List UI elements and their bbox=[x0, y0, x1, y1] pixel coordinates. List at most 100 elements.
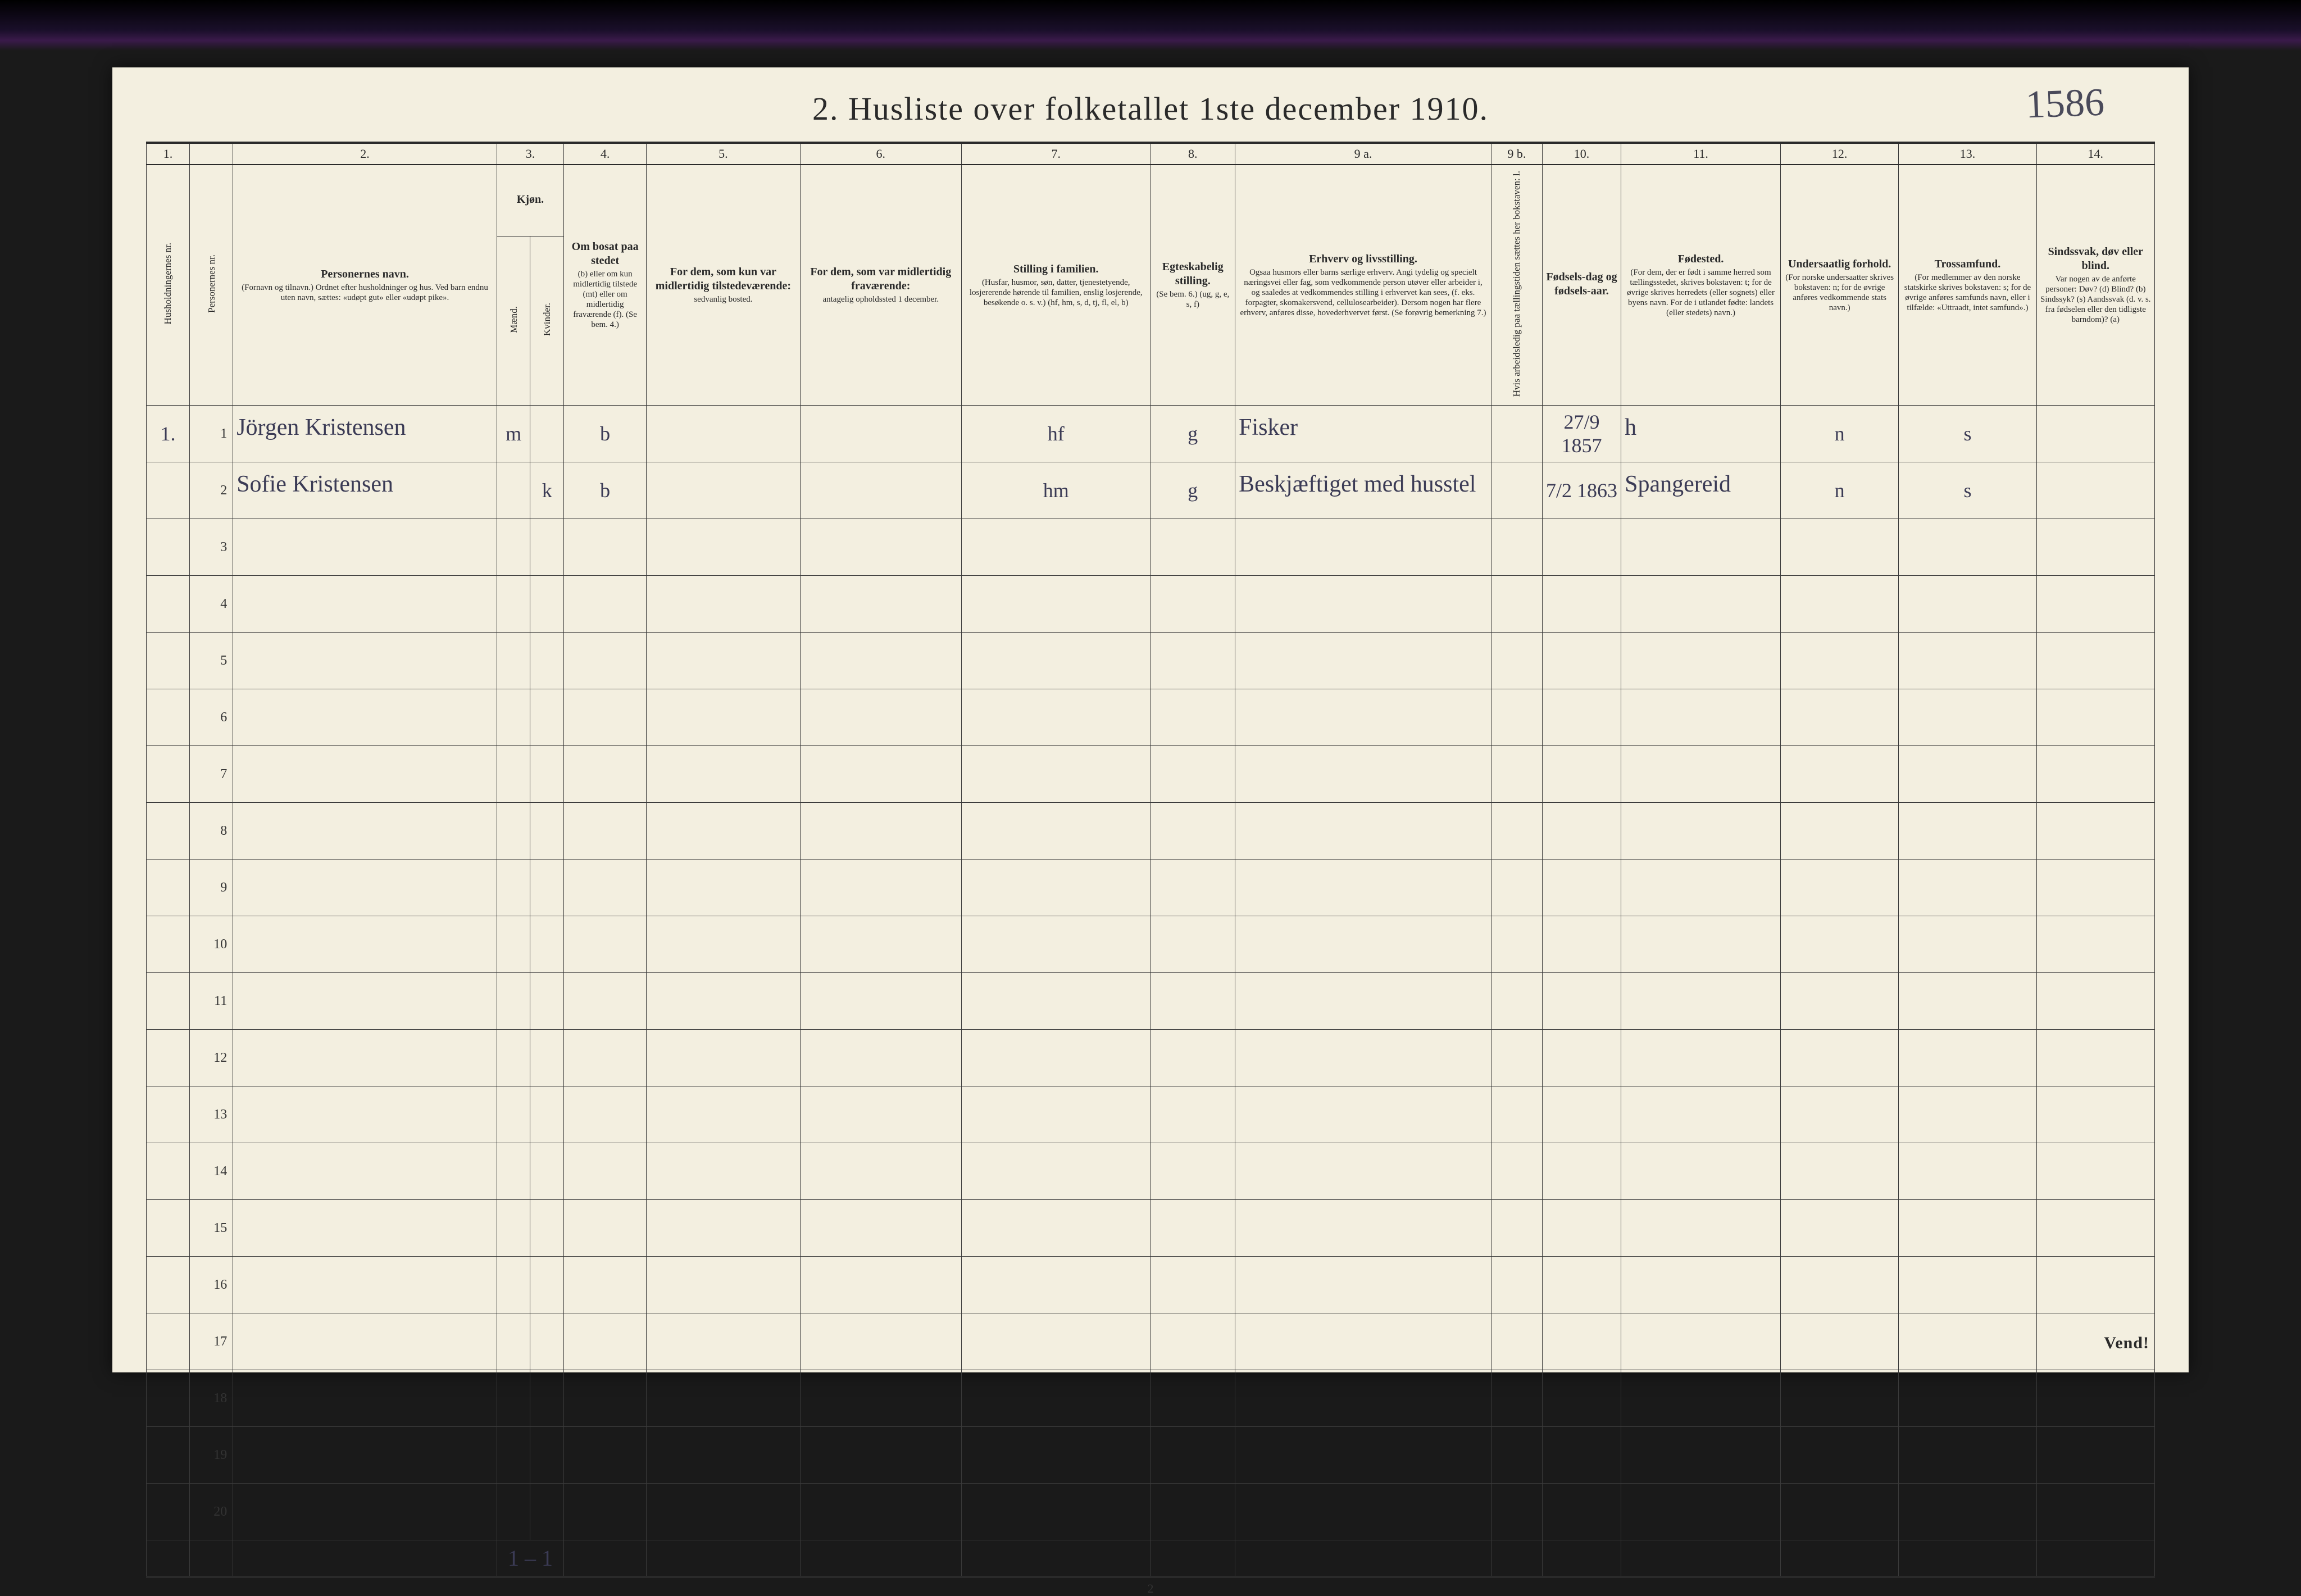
cell-occupation bbox=[1235, 1086, 1491, 1143]
cell-person-nr: 5 bbox=[190, 633, 233, 689]
cell-name bbox=[233, 1200, 497, 1257]
cell-name bbox=[233, 1030, 497, 1086]
cell-faith bbox=[1899, 689, 2036, 746]
cell-household-nr bbox=[147, 1370, 190, 1427]
heading: For dem, som kun var midlertidig tilsted… bbox=[650, 265, 796, 294]
cell-usual-residence bbox=[647, 803, 800, 860]
cell-sex-k bbox=[530, 1484, 564, 1540]
cell-family-position bbox=[961, 1484, 1150, 1540]
cell-marital bbox=[1150, 746, 1235, 803]
table-row: 6 bbox=[147, 689, 2155, 746]
cell-sex-m bbox=[497, 860, 530, 916]
subheading: Ogsaa husmors eller barns særlige erhver… bbox=[1239, 267, 1488, 318]
cell-birth: 27/9 1857 bbox=[1542, 406, 1621, 462]
cell-name bbox=[233, 860, 497, 916]
cell-usual-residence bbox=[647, 746, 800, 803]
cell-name bbox=[233, 1313, 497, 1370]
cell-residence: b bbox=[564, 462, 647, 519]
cell-name bbox=[233, 803, 497, 860]
cell-nationality bbox=[1781, 689, 1899, 746]
cell-absent-location bbox=[800, 633, 961, 689]
cell-occupation bbox=[1235, 973, 1491, 1030]
cell-marital: g bbox=[1150, 406, 1235, 462]
cell-person-nr: 7 bbox=[190, 746, 233, 803]
label: Personernes nr. bbox=[206, 251, 217, 316]
table-row: 16 bbox=[147, 1257, 2155, 1313]
cell-household-nr bbox=[147, 1484, 190, 1540]
cell-sex-k bbox=[530, 1427, 564, 1484]
cell-marital bbox=[1150, 1086, 1235, 1143]
cell-birthplace bbox=[1621, 860, 1781, 916]
cell-marital bbox=[1150, 973, 1235, 1030]
cell-birth bbox=[1542, 1370, 1621, 1427]
cell-unemployed bbox=[1491, 1030, 1542, 1086]
cell-nationality bbox=[1781, 1313, 1899, 1370]
cell-unemployed bbox=[1491, 746, 1542, 803]
cell-usual-residence bbox=[647, 916, 800, 973]
cell-occupation bbox=[1235, 519, 1491, 576]
cell-faith bbox=[1899, 519, 2036, 576]
cell-faith bbox=[1899, 1143, 2036, 1200]
cell-disability bbox=[2036, 1086, 2154, 1143]
cell-unemployed bbox=[1491, 1143, 1542, 1200]
cell-name: Jörgen Kristensen bbox=[233, 406, 497, 462]
cell-unemployed bbox=[1491, 689, 1542, 746]
cell-sex-m bbox=[497, 576, 530, 633]
cell-marital bbox=[1150, 916, 1235, 973]
cell-household-nr bbox=[147, 860, 190, 916]
cell-usual-residence bbox=[647, 576, 800, 633]
cell-occupation bbox=[1235, 1200, 1491, 1257]
cell-birthplace: h bbox=[1621, 406, 1781, 462]
subheading: (For medlemmer av den norske statskirke … bbox=[1902, 272, 2032, 313]
cell-disability bbox=[2036, 1257, 2154, 1313]
cell-unemployed bbox=[1491, 1427, 1542, 1484]
subheading: (Fornavn og tilnavn.) Ordnet efter husho… bbox=[237, 283, 493, 303]
cell-household-nr bbox=[147, 1143, 190, 1200]
colnum: 12. bbox=[1781, 143, 1899, 165]
cell-unemployed bbox=[1491, 1086, 1542, 1143]
cell-unemployed bbox=[1491, 1257, 1542, 1313]
cell-disability bbox=[2036, 633, 2154, 689]
cell-household-nr bbox=[147, 973, 190, 1030]
cell-marital bbox=[1150, 689, 1235, 746]
colnum: 8. bbox=[1150, 143, 1235, 165]
cell-person-nr: 9 bbox=[190, 860, 233, 916]
cell-residence bbox=[564, 973, 647, 1030]
table-row: 7 bbox=[147, 746, 2155, 803]
cell-usual-residence bbox=[647, 633, 800, 689]
cell-occupation bbox=[1235, 576, 1491, 633]
heading: Undersaatlig forhold. bbox=[1784, 257, 1895, 272]
column-number-row: 1. 2. 3. 4. 5. 6. 7. 8. 9 a. 9 b. 10. 11… bbox=[147, 143, 2155, 165]
heading: Om bosat paa stedet bbox=[567, 240, 643, 269]
cell-marital bbox=[1150, 519, 1235, 576]
cell-faith bbox=[1899, 803, 2036, 860]
colnum bbox=[190, 143, 233, 165]
cell-birthplace bbox=[1621, 1313, 1781, 1370]
table-row: 12 bbox=[147, 1030, 2155, 1086]
cell-faith bbox=[1899, 1484, 2036, 1540]
cell-residence bbox=[564, 1370, 647, 1427]
cell-birthplace bbox=[1621, 1370, 1781, 1427]
cell-nationality bbox=[1781, 1370, 1899, 1427]
cell-absent-location bbox=[800, 1257, 961, 1313]
cell-family-position bbox=[961, 519, 1150, 576]
cell-family-position bbox=[961, 633, 1150, 689]
col-person-nr: Personernes nr. bbox=[190, 165, 233, 406]
cell-birth bbox=[1542, 633, 1621, 689]
turn-over-label: Vend! bbox=[2104, 1334, 2149, 1353]
cell-family-position bbox=[961, 1257, 1150, 1313]
cell-residence bbox=[564, 1086, 647, 1143]
cell-disability bbox=[2036, 519, 2154, 576]
cell-birthplace bbox=[1621, 576, 1781, 633]
colnum: 9 b. bbox=[1491, 143, 1542, 165]
cell-occupation bbox=[1235, 1030, 1491, 1086]
cell-household-nr bbox=[147, 1086, 190, 1143]
cell-sex-m bbox=[497, 1143, 530, 1200]
cell-family-position bbox=[961, 1313, 1150, 1370]
subheading: antagelig opholdssted 1 december. bbox=[804, 294, 958, 304]
cell-person-nr: 19 bbox=[190, 1427, 233, 1484]
cell-occupation bbox=[1235, 1313, 1491, 1370]
cell-person-nr: 8 bbox=[190, 803, 233, 860]
census-table: 1. 2. 3. 4. 5. 6. 7. 8. 9 a. 9 b. 10. 11… bbox=[146, 142, 2155, 1578]
colnum: 1. bbox=[147, 143, 190, 165]
